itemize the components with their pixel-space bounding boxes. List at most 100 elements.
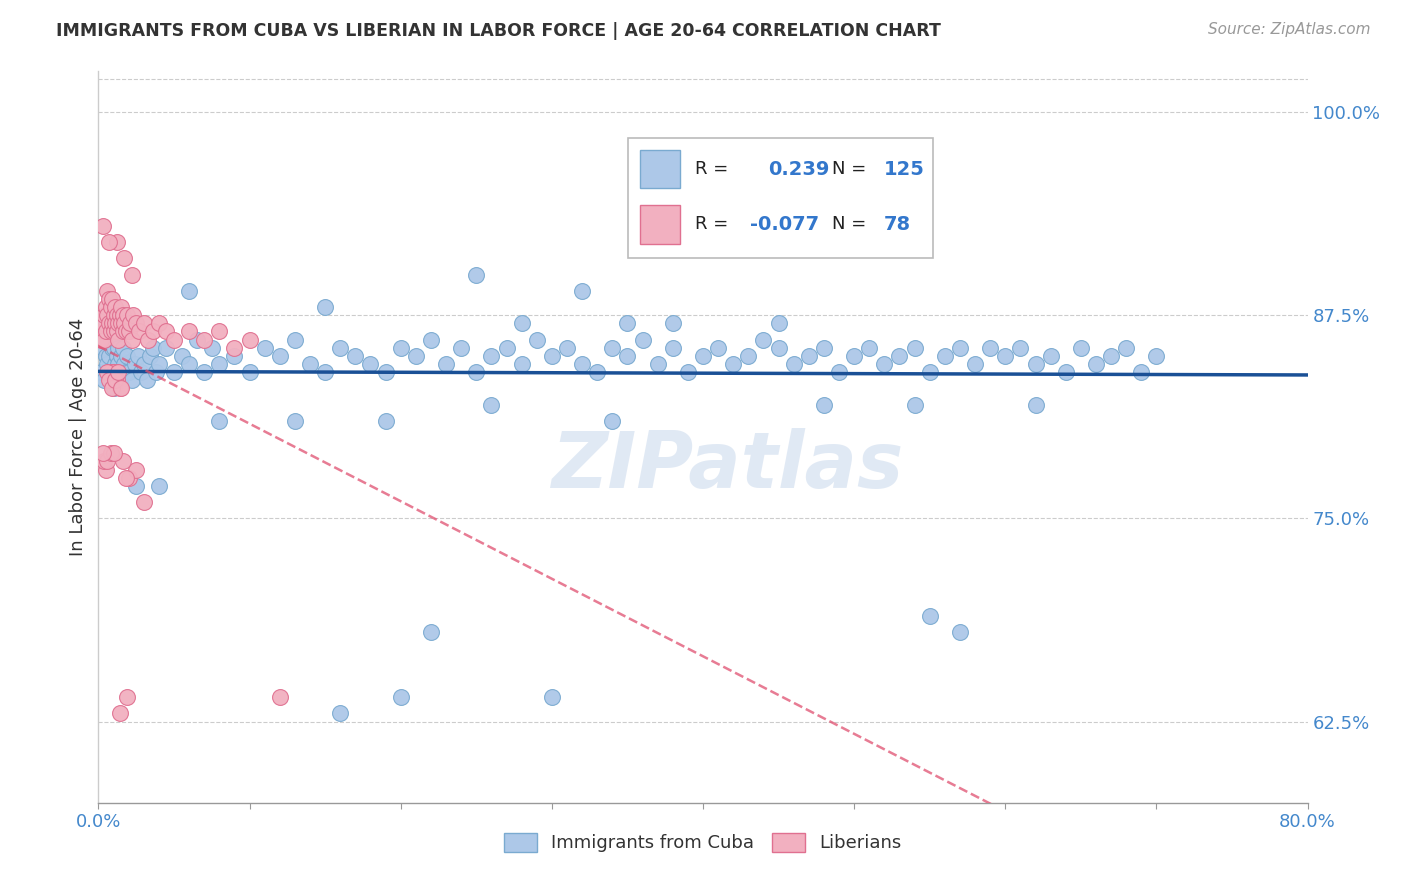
Point — [1024, 398, 1046, 412]
Y-axis label: In Labor Force | Age 20-64: In Labor Force | Age 20-64 — [69, 318, 87, 557]
Text: 125: 125 — [884, 160, 925, 178]
Point — [127, 349, 149, 363]
Point — [96, 308, 118, 322]
Point — [136, 333, 159, 347]
Point — [105, 365, 128, 379]
Point — [179, 357, 201, 371]
Point — [98, 235, 121, 249]
Point — [481, 349, 503, 363]
Point — [555, 341, 578, 355]
Point — [98, 316, 121, 330]
Point — [1054, 365, 1077, 379]
Point — [148, 357, 170, 371]
Point — [420, 625, 443, 640]
Point — [93, 333, 115, 347]
Point — [132, 357, 155, 371]
Point — [179, 325, 201, 339]
Point — [239, 333, 262, 347]
Point — [495, 341, 517, 355]
Point — [949, 625, 972, 640]
Point — [114, 365, 136, 379]
Point — [111, 325, 134, 339]
Point — [96, 365, 118, 379]
Point — [918, 365, 941, 379]
Point — [107, 357, 129, 371]
Point — [540, 349, 562, 363]
Point — [344, 349, 367, 363]
Point — [904, 398, 927, 412]
Point — [965, 357, 987, 371]
Point — [676, 365, 699, 379]
Point — [93, 333, 115, 347]
Point — [269, 349, 291, 363]
Point — [797, 349, 820, 363]
Point — [94, 349, 117, 363]
Text: R =: R = — [695, 216, 728, 234]
Point — [103, 308, 125, 322]
Point — [314, 365, 336, 379]
Point — [224, 341, 246, 355]
Point — [253, 341, 276, 355]
Point — [949, 341, 972, 355]
Point — [329, 706, 352, 721]
Point — [1039, 349, 1062, 363]
Point — [510, 316, 533, 330]
Point — [142, 325, 165, 339]
Text: IMMIGRANTS FROM CUBA VS LIBERIAN IN LABOR FORCE | AGE 20-64 CORRELATION CHART: IMMIGRANTS FROM CUBA VS LIBERIAN IN LABO… — [56, 22, 941, 40]
Point — [1010, 341, 1032, 355]
Point — [112, 316, 135, 330]
Point — [768, 169, 790, 184]
Point — [101, 381, 124, 395]
Point — [201, 341, 224, 355]
Point — [208, 414, 231, 428]
Point — [104, 333, 127, 347]
Point — [101, 292, 124, 306]
Point — [125, 316, 148, 330]
Text: 78: 78 — [884, 215, 911, 234]
Point — [128, 325, 150, 339]
Point — [692, 349, 714, 363]
Point — [1130, 365, 1153, 379]
Point — [434, 357, 457, 371]
Point — [114, 325, 136, 339]
Point — [105, 235, 128, 249]
Point — [602, 341, 624, 355]
Point — [111, 308, 134, 322]
Point — [858, 341, 880, 355]
Point — [299, 357, 322, 371]
Point — [465, 268, 488, 282]
Point — [90, 365, 112, 379]
Point — [284, 333, 307, 347]
Point — [94, 300, 117, 314]
Point — [103, 365, 125, 379]
Point — [100, 373, 122, 387]
Point — [828, 365, 851, 379]
Point — [94, 316, 117, 330]
Point — [121, 268, 143, 282]
Point — [101, 316, 124, 330]
Point — [98, 292, 121, 306]
Point — [91, 341, 114, 355]
Point — [121, 333, 143, 347]
Point — [100, 300, 122, 314]
Point — [889, 349, 911, 363]
Point — [100, 365, 122, 379]
Text: R =: R = — [695, 161, 728, 178]
Point — [124, 357, 146, 371]
Point — [110, 365, 132, 379]
Point — [105, 373, 128, 387]
Point — [616, 349, 638, 363]
Point — [979, 341, 1001, 355]
Point — [918, 608, 941, 623]
Point — [329, 341, 352, 355]
Point — [111, 341, 134, 355]
Point — [91, 325, 114, 339]
Point — [374, 365, 396, 379]
Point — [108, 381, 131, 395]
Point — [179, 284, 201, 298]
Point — [96, 284, 118, 298]
Point — [98, 373, 121, 387]
Point — [510, 357, 533, 371]
Point — [93, 454, 115, 468]
Point — [115, 690, 138, 705]
